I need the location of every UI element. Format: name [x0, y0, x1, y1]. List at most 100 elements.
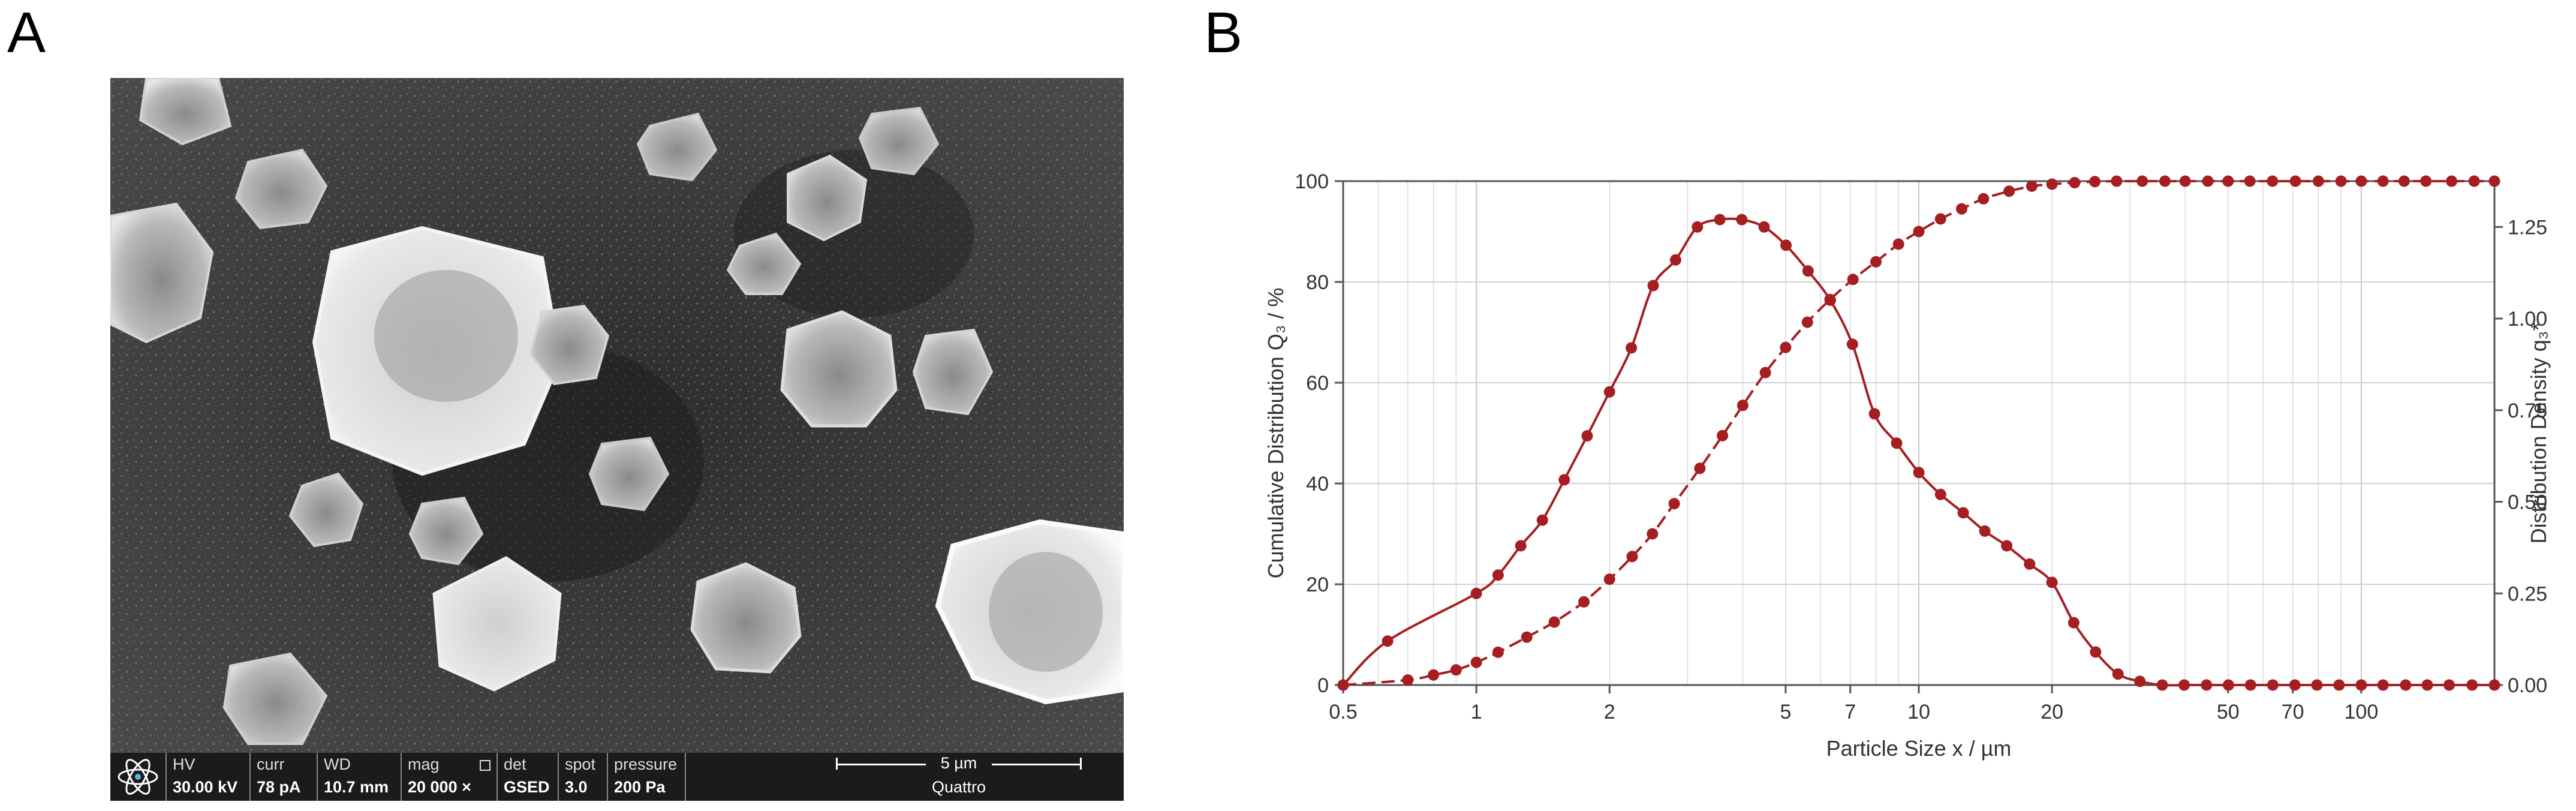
- density-point: [2267, 679, 2279, 691]
- cumulative-point: [2136, 175, 2148, 187]
- scale-bar-right-tick: [1080, 758, 1082, 770]
- y-left-tick-label: 80: [1306, 271, 1329, 294]
- cumulative-point: [1450, 664, 1462, 676]
- cumulative-point: [1717, 429, 1729, 441]
- y-axis-left-label: Cumulative Distribution Q₃ / %: [1263, 288, 1288, 579]
- y-right-tick-label: 1.00: [2508, 308, 2547, 331]
- atom-logo-icon: [118, 759, 158, 795]
- cumulative-point: [1847, 274, 1859, 286]
- x-axis-label: Particle Size x / µm: [1826, 736, 2012, 761]
- density-point: [1626, 342, 1638, 354]
- density-point: [2090, 646, 2102, 658]
- density-point: [1558, 474, 1570, 486]
- density-point: [1692, 221, 1704, 233]
- y-right-tick-label: 0.00: [2508, 674, 2547, 697]
- density-point: [2443, 679, 2455, 691]
- cumulative-point: [1548, 616, 1560, 628]
- cumulative-point: [2222, 175, 2234, 187]
- density-point: [1736, 214, 1748, 226]
- x-tick-label: 2: [1604, 701, 1615, 723]
- sem-info-bar: HV 30.00 kV curr 78 pA WD 10.7 mm mag 20…: [110, 753, 1124, 801]
- cumulative-point: [1694, 462, 1706, 474]
- cumulative-point: [1780, 341, 1792, 353]
- sem-field-value: 200 Pa: [614, 778, 666, 796]
- density-point: [2001, 540, 2013, 552]
- x-tick-label: 7: [1844, 701, 1856, 723]
- density-point: [1934, 488, 1946, 500]
- x-tick-label: 70: [2282, 701, 2304, 723]
- scale-bar-left-tick: [836, 758, 838, 770]
- cumulative-point: [2244, 175, 2256, 187]
- density-point: [1913, 467, 1925, 479]
- density-point: [1492, 569, 1504, 581]
- cumulative-point: [1428, 669, 1440, 681]
- panel-label-b: B: [1204, 1, 1243, 65]
- cumulative-point: [1470, 656, 1482, 668]
- cumulative-point: [2179, 175, 2191, 187]
- cumulative-point: [2488, 175, 2500, 187]
- cumulative-point: [1892, 238, 1904, 250]
- density-point: [2244, 679, 2256, 691]
- y-axis-right-label: Distribution Density q₃*: [2526, 323, 2551, 544]
- cumulative-point: [1934, 213, 1946, 225]
- cumulative-point: [1603, 573, 1615, 585]
- density-point: [2466, 679, 2478, 691]
- cumulative-point: [1870, 256, 1882, 268]
- density-point: [2400, 679, 2412, 691]
- chart-ticks: 0.5 1 2 5 7 10 20 50 70 100 0 20 40 60 80 100 0.00 0.25 0.…: [1295, 170, 2547, 723]
- sem-field-spot: spot 3.0: [558, 753, 608, 801]
- cumulative-point: [1956, 203, 1967, 215]
- density-point: [1603, 386, 1615, 398]
- density-point: [1780, 239, 1792, 251]
- density-point: [1758, 221, 1770, 233]
- scale-bar-label: 5 µm: [926, 754, 992, 773]
- sem-field-key: HV: [173, 755, 195, 773]
- y-left-tick-label: 40: [1306, 473, 1329, 495]
- y-left-tick-label: 20: [1306, 573, 1329, 596]
- density-point: [1647, 280, 1659, 292]
- instrument-label: Quattro: [931, 778, 986, 796]
- sem-field-pressure: pressure 200 Pa: [607, 753, 686, 801]
- chart-series: [1337, 175, 2500, 691]
- density-point: [2311, 679, 2323, 691]
- sem-field-det: det GSED: [496, 753, 559, 801]
- sem-field-key: pressure: [614, 755, 678, 773]
- cumulative-point: [2267, 175, 2279, 187]
- cumulative-point: [2026, 180, 2038, 192]
- x-tick-label: 50: [2217, 701, 2240, 723]
- sem-field-key: mag: [408, 755, 440, 773]
- density-point: [2222, 679, 2234, 691]
- sem-field-mag: mag 20 000 ×: [401, 753, 498, 801]
- density-point: [1669, 254, 1681, 266]
- x-tick-label: 1: [1471, 701, 1482, 723]
- sem-scale-section: 5 µm Quattro: [685, 753, 1124, 801]
- density-point: [1868, 408, 1880, 420]
- density-point: [2355, 679, 2367, 691]
- cumulative-point: [2398, 175, 2410, 187]
- density-point: [1714, 214, 1726, 226]
- micrograph-image: [110, 78, 1124, 753]
- y-left-tick-label: 0: [1317, 674, 1329, 697]
- cumulative-point: [1737, 400, 1749, 411]
- cumulative-point: [2003, 185, 2015, 197]
- cumulative-point: [1647, 528, 1659, 540]
- sem-field-wd: WD 10.7 mm: [317, 753, 402, 801]
- density-point: [2377, 679, 2389, 691]
- cumulative-point: [1978, 193, 1990, 205]
- cumulative-point: [2420, 175, 2432, 187]
- density-point: [2156, 679, 2168, 691]
- sem-field-hv: HV 30.00 kV: [165, 753, 251, 801]
- x-tick-label: 0.5: [1329, 701, 1357, 723]
- cumulative-point: [2312, 175, 2324, 187]
- density-point: [1337, 679, 1349, 691]
- density-point: [1846, 338, 1858, 350]
- cumulative-point: [1759, 367, 1771, 379]
- density-point: [1957, 507, 1969, 519]
- sem-micrograph: HV 30.00 kV curr 78 pA WD 10.7 mm mag 20…: [110, 78, 1124, 801]
- cumulative-point: [2468, 175, 2480, 187]
- sem-field-value: 78 pA: [257, 778, 301, 796]
- density-point: [2333, 679, 2345, 691]
- cumulative-point: [2289, 175, 2301, 187]
- cumulative-point: [1668, 498, 1680, 510]
- density-point: [2289, 679, 2301, 691]
